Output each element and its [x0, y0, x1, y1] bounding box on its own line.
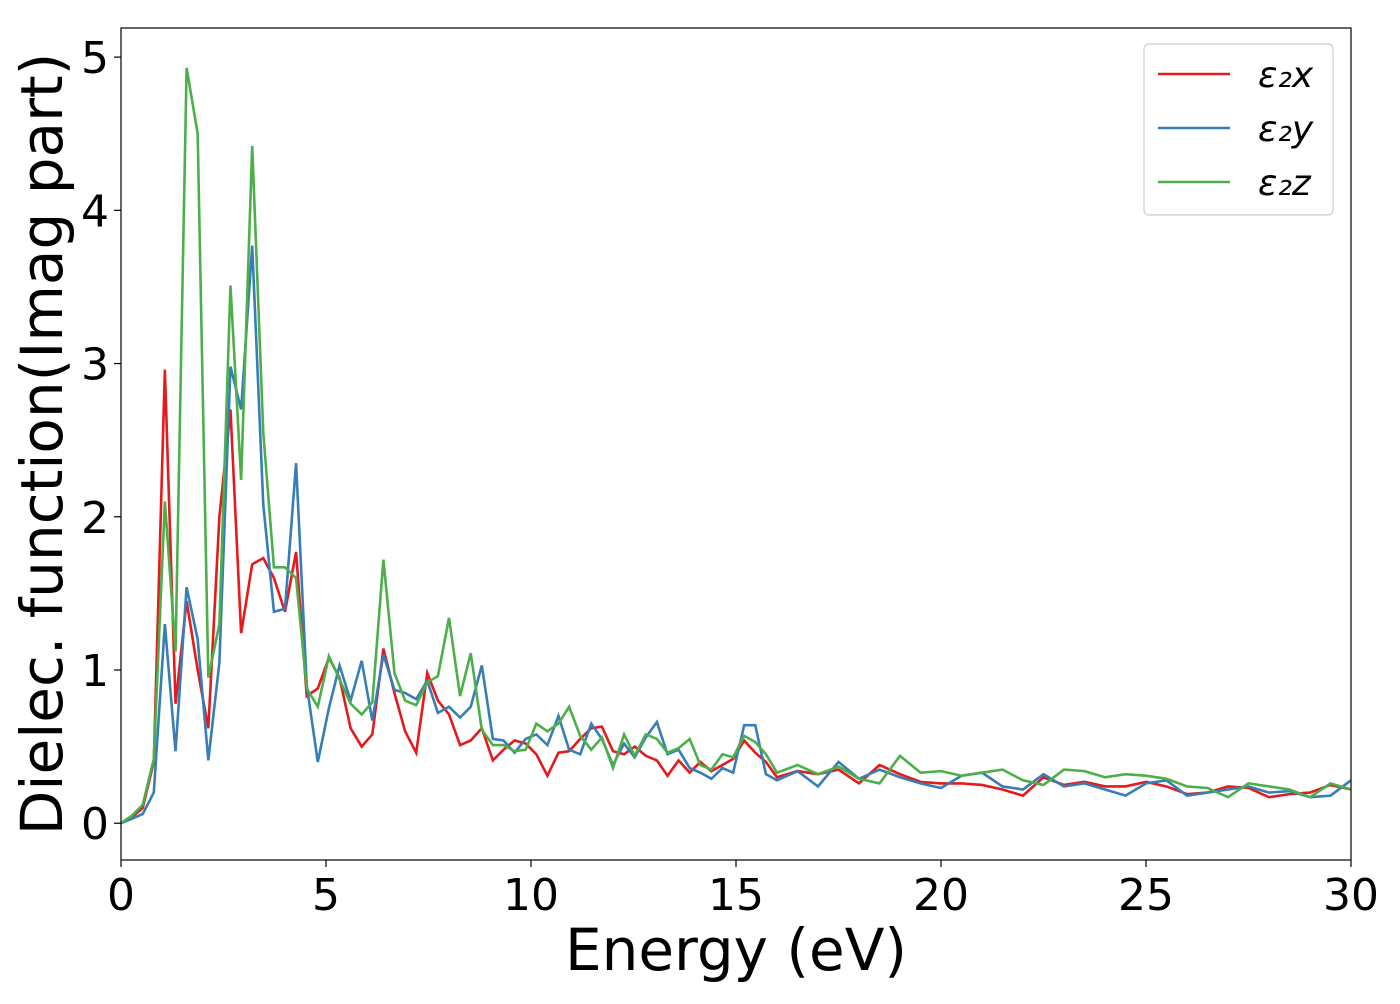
- y-tick-label: 2: [81, 493, 109, 544]
- x-tick-label: 25: [1118, 870, 1174, 921]
- x-tick-label: 5: [312, 870, 340, 921]
- series-line: [121, 245, 1351, 825]
- x-tick-label: 0: [107, 870, 135, 921]
- y-tick-label: 1: [81, 646, 109, 697]
- y-tick-label: 3: [81, 340, 109, 391]
- legend-label: ε₂y: [1258, 109, 1314, 150]
- plot-lines: [121, 67, 1351, 825]
- y-axis-label: Dielec. function(Imag part): [8, 53, 76, 836]
- x-tick-label: 30: [1323, 870, 1379, 921]
- x-tick-label: 15: [708, 870, 764, 921]
- y-tick-label: 5: [81, 33, 109, 84]
- legend-label: ε₂x: [1258, 55, 1314, 96]
- x-tick-label: 10: [503, 870, 559, 921]
- y-tick-label: 4: [81, 186, 109, 237]
- legend-label: ε₂z: [1258, 163, 1312, 204]
- x-tick-label: 20: [913, 870, 969, 921]
- x-axis-label: Energy (eV): [565, 916, 907, 984]
- legend-box: [1143, 43, 1334, 216]
- y-tick-label: 0: [81, 799, 109, 850]
- series-line: [121, 67, 1351, 825]
